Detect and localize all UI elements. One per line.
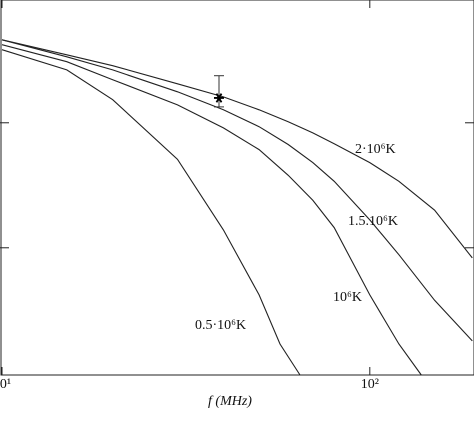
star-marker <box>213 93 224 103</box>
curve-label: 2·10⁶K <box>355 142 396 157</box>
curve-label: 1.5.10⁶K <box>348 214 398 229</box>
x-tick-label: 10² <box>361 377 379 392</box>
x-axis-label: f (MHz) <box>208 394 252 409</box>
curve <box>1 49 301 376</box>
x-tick-label: 10¹ <box>0 377 11 392</box>
curve <box>1 39 473 259</box>
curve-label: 10⁶K <box>333 290 362 305</box>
curve <box>1 44 422 376</box>
curve <box>1 39 473 342</box>
curve-label: 0.5·10⁶K <box>195 318 246 333</box>
plot-frame <box>0 0 474 376</box>
